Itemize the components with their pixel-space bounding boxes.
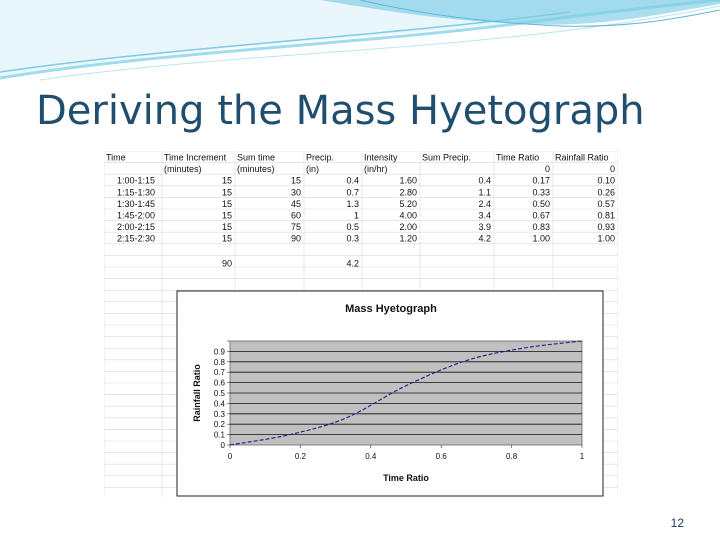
table-header: Sum time <box>237 153 275 163</box>
table-cell: 60 <box>291 211 301 221</box>
table-cell: 1.3 <box>346 199 359 209</box>
table-cell: 0.33 <box>532 187 550 197</box>
table-cell: 0.5 <box>346 222 359 232</box>
table-cell: 0.4 <box>346 176 359 186</box>
chart-title: Mass Hyetograph <box>345 303 437 315</box>
table-total: 90 <box>222 258 232 268</box>
table-cell: 1:00-1:15 <box>117 176 155 186</box>
table-header-sub: 0 <box>610 164 615 174</box>
table-cell: 1.00 <box>532 234 550 244</box>
table-cell: 2:00-2:15 <box>117 222 155 232</box>
header-swoosh <box>0 0 720 81</box>
y-tick-label: 0.2 <box>214 420 226 429</box>
table-cell: 15 <box>222 187 232 197</box>
table-header-sub: (minutes) <box>164 164 202 174</box>
table-cell: 2:15-2:30 <box>117 234 155 244</box>
table-header-sub: (in) <box>306 164 319 174</box>
table-cell: 0.3 <box>346 234 359 244</box>
table-header: Time <box>106 153 126 163</box>
table-header: Intensity <box>364 153 398 163</box>
table-header: Sum Precip. <box>422 153 471 163</box>
table-cell: 0.81 <box>597 211 615 221</box>
table-cell: 0.10 <box>597 176 615 186</box>
table-cell: 4.2 <box>478 234 491 244</box>
table-cell: 15 <box>222 211 232 221</box>
y-axis-label: Rainfall Ratio <box>192 364 202 422</box>
y-tick-label: 0.7 <box>214 368 226 377</box>
table-cell: 0.83 <box>532 222 550 232</box>
table-cell: 1.1 <box>478 187 491 197</box>
table-total: 4.2 <box>346 258 359 268</box>
x-tick-label: 1 <box>580 452 585 461</box>
y-tick-label: 0.3 <box>214 410 226 419</box>
y-tick-label: 0 <box>221 441 226 450</box>
table-cell: 1 <box>354 211 359 221</box>
table-cell: 30 <box>291 187 301 197</box>
slide-title: Deriving the Mass Hyetograph <box>36 88 645 134</box>
y-tick-label: 0.4 <box>214 399 226 408</box>
table-header-sub: 0 <box>545 164 550 174</box>
table-cell: 90 <box>291 234 301 244</box>
table-cell: 0.4 <box>478 176 491 186</box>
table-cell: 2.80 <box>399 187 417 197</box>
table-header: Rainfall Ratio <box>555 153 609 163</box>
table-cell: 2.00 <box>399 222 417 232</box>
table-cell: 4.00 <box>399 211 417 221</box>
table-header-sub: (in/hr) <box>364 164 388 174</box>
table-cell: 15 <box>291 176 301 186</box>
x-tick-label: 0 <box>228 452 233 461</box>
data-table: Time Time Increment(minutes)Sum time(minu… <box>106 153 615 269</box>
table-cell: 0.7 <box>346 187 359 197</box>
table-header: Time Ratio <box>496 153 539 163</box>
y-tick-label: 0.8 <box>214 358 226 367</box>
table-cell: 0.67 <box>532 211 550 221</box>
table-cell: 15 <box>222 234 232 244</box>
table-cell: 1.00 <box>597 234 615 244</box>
table-cell: 1:45-2:00 <box>117 211 155 221</box>
x-tick-label: 0.8 <box>506 452 518 461</box>
table-cell: 3.4 <box>478 211 491 221</box>
x-tick-label: 0.2 <box>295 452 307 461</box>
table-header: Time Increment <box>164 153 227 163</box>
y-tick-label: 0.1 <box>214 431 226 440</box>
table-cell: 3.9 <box>478 222 491 232</box>
table-cell: 0.50 <box>532 199 550 209</box>
table-cell: 45 <box>291 199 301 209</box>
table-cell: 0.17 <box>532 176 550 186</box>
table-cell: 1.20 <box>399 234 417 244</box>
x-tick-label: 0.6 <box>436 452 448 461</box>
table-cell: 15 <box>222 199 232 209</box>
table-cell: 1:15-1:30 <box>117 187 155 197</box>
chart-panel: Mass Hyetograph00.10.20.30.40.50.60.70.8… <box>176 290 604 497</box>
table-cell: 2.4 <box>478 199 491 209</box>
table-cell: 15 <box>222 176 232 186</box>
series-line <box>229 340 583 446</box>
table-cell: 1.60 <box>399 176 417 186</box>
table-cell: 0.93 <box>597 222 615 232</box>
table-cell: 0.57 <box>597 199 615 209</box>
table-cell: 15 <box>222 222 232 232</box>
y-tick-label: 0.5 <box>214 389 226 398</box>
y-tick-label: 0.6 <box>214 379 226 388</box>
table-cell: 5.20 <box>399 199 417 209</box>
table-cell: 75 <box>291 222 301 232</box>
table-header-sub: (minutes) <box>237 164 275 174</box>
slide-number: 12 <box>670 516 684 530</box>
table-cell: 0.26 <box>597 187 615 197</box>
table-cell: 1:30-1:45 <box>117 199 155 209</box>
spreadsheet-region: Time Time Increment(minutes)Sum time(minu… <box>104 151 618 497</box>
table-header: Precip. <box>306 153 334 163</box>
x-axis-label: Time Ratio <box>383 473 429 483</box>
y-tick-label: 0.9 <box>214 347 226 356</box>
x-tick-label: 0.4 <box>365 452 377 461</box>
